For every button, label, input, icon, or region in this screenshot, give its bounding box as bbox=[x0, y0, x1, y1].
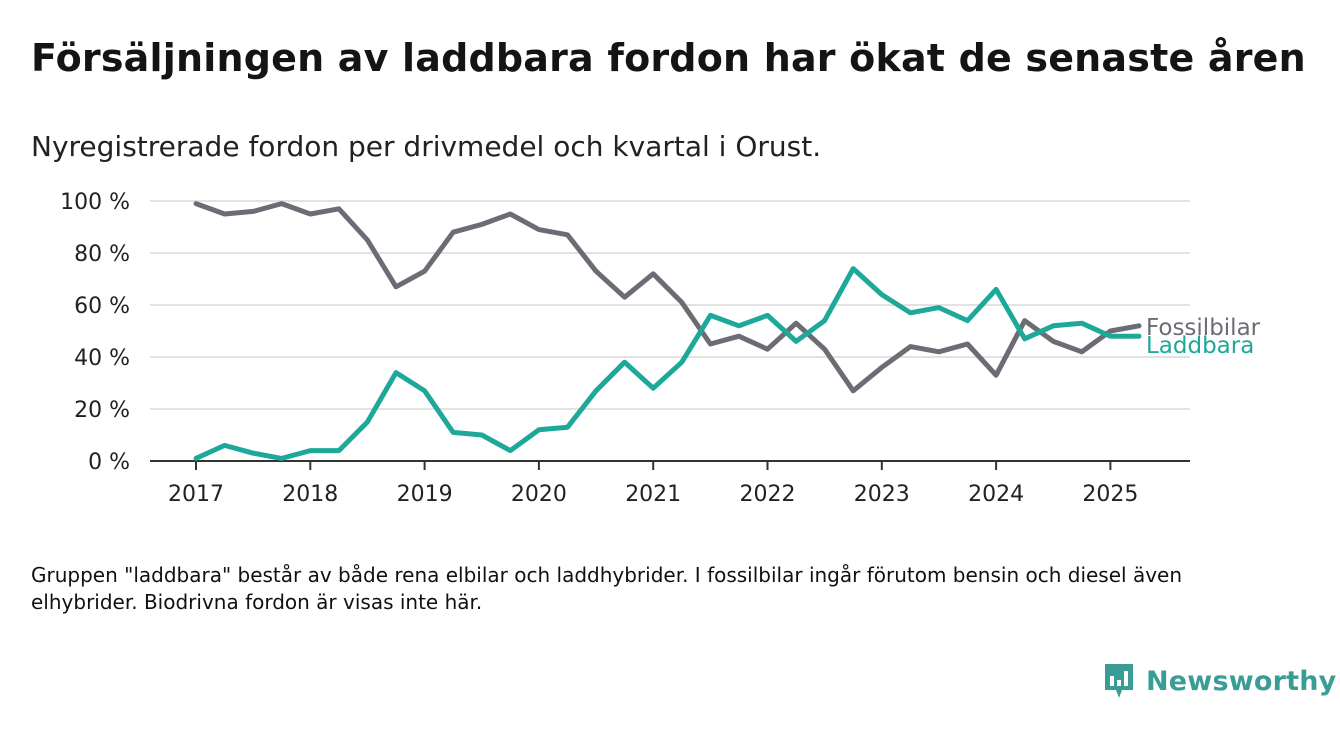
x-tick-label: 2024 bbox=[968, 482, 1024, 507]
chart-subtitle: Nyregistrerade fordon per drivmedel och … bbox=[31, 130, 822, 163]
brand-name: Newsworthy bbox=[1146, 665, 1337, 697]
y-tick-label: 100 % bbox=[60, 190, 130, 215]
x-tick-label: 2019 bbox=[397, 482, 453, 507]
x-tick-label: 2025 bbox=[1082, 482, 1138, 507]
series-line-fossilbilar bbox=[193, 201, 1142, 394]
series-line-laddbara bbox=[193, 266, 1142, 461]
y-tick-label: 40 % bbox=[74, 346, 130, 371]
x-tick-label: 2023 bbox=[854, 482, 910, 507]
brand-logo[interactable]: Newsworthy bbox=[1102, 661, 1336, 701]
x-tick-label: 2021 bbox=[625, 482, 681, 507]
y-tick-label: 0 % bbox=[88, 450, 130, 475]
x-tick-label: 2022 bbox=[740, 482, 796, 507]
x-tick-label: 2017 bbox=[168, 482, 224, 507]
newsworthy-logo-icon bbox=[1105, 664, 1133, 698]
x-tick-label: 2018 bbox=[282, 482, 338, 507]
series-label-laddbara: Laddbara bbox=[1146, 333, 1254, 359]
y-tick-label: 80 % bbox=[74, 242, 130, 267]
footnote: Gruppen "laddbara" består av både rena e… bbox=[31, 563, 1183, 614]
y-tick-label: 20 % bbox=[74, 398, 130, 423]
y-tick-label: 60 % bbox=[74, 294, 130, 319]
series-label-fossilbilar: Fossilbilar bbox=[1146, 315, 1261, 341]
chart-title: Försäljningen av laddbara fordon har öka… bbox=[31, 36, 1306, 80]
x-tick-label: 2020 bbox=[511, 482, 567, 507]
